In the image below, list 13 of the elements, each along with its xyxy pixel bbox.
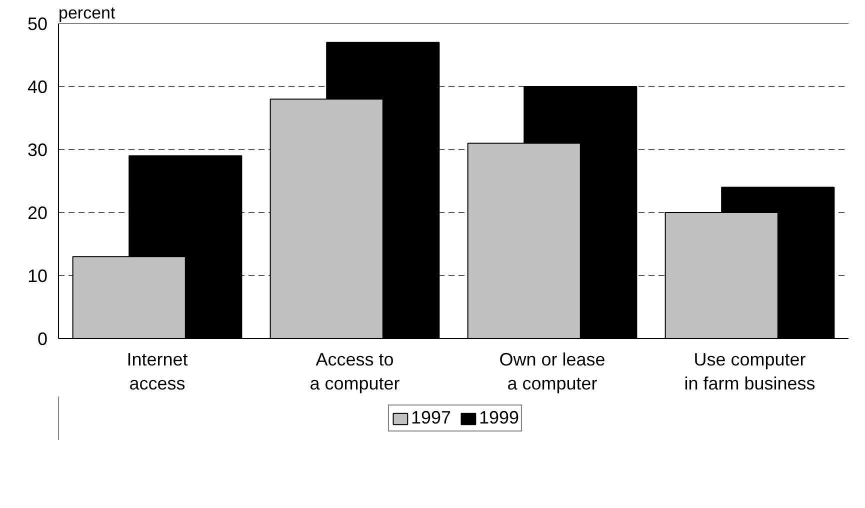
y-tick-label: 50 (27, 14, 48, 34)
x-tick-label: Use computer in farm business (684, 350, 816, 394)
x-tick-label: Internet access (126, 350, 188, 394)
x-tick-label: Own or lease a computer (499, 350, 606, 394)
y-tick-label: 10 (27, 266, 48, 286)
legend-label: 1999 (479, 408, 520, 428)
y-tick-label: 40 (27, 77, 48, 97)
x-tick-label: Access to a computer (310, 350, 400, 394)
y-tick-label: 0 (37, 329, 48, 349)
legend-label: 1997 (410, 408, 451, 428)
y-tick-label: 30 (27, 140, 48, 160)
y-axis-title: percent (58, 4, 116, 22)
y-tick-label: 20 (27, 203, 48, 223)
